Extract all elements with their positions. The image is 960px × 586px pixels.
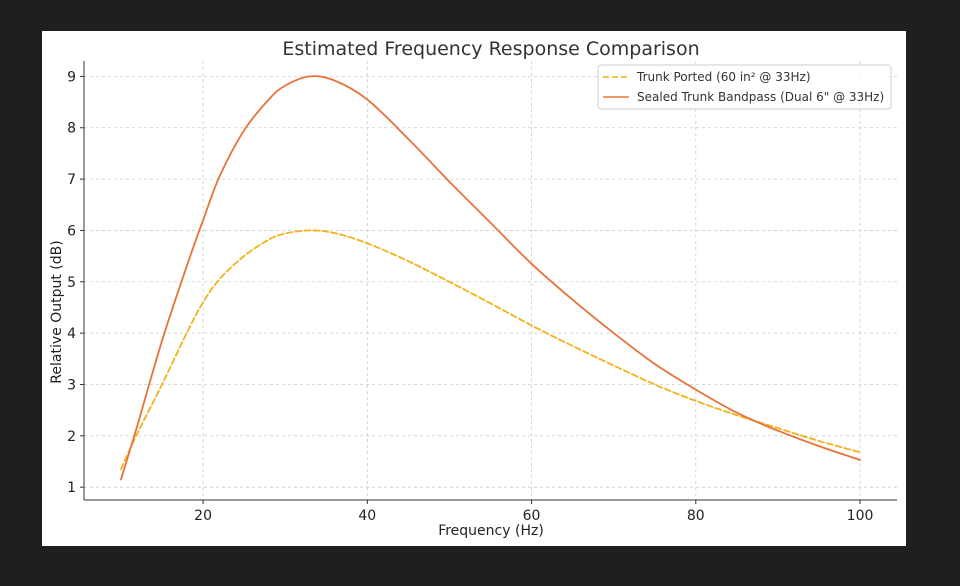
y-tick-label: 6: [67, 223, 76, 239]
y-tick-label: 3: [67, 377, 76, 393]
x-tick-label: 40: [358, 508, 376, 524]
y-tick-label: 5: [67, 275, 76, 291]
y-tick-label: 4: [67, 326, 76, 342]
y-tick-label: 2: [67, 429, 76, 445]
chart-title: Estimated Frequency Response Comparison: [282, 38, 699, 60]
y-tick-label: 7: [67, 172, 76, 188]
x-tick-label: 60: [523, 508, 541, 524]
chart-figure: 20 40 60 80 100 1 2 3 4 5 6 7 8 9 Estimated Frequenc…: [42, 31, 906, 546]
y-ticks: 1 2 3 4 5 6 7 8 9: [67, 69, 84, 496]
y-axis-title: Relative Output (dB): [49, 240, 65, 383]
legend-box: [597, 64, 892, 110]
y-tick-label: 1: [67, 480, 76, 496]
x-tick-label: 100: [847, 508, 874, 524]
legend: Trunk Ported (60 in² @ 33Hz) Sealed Trun…: [597, 64, 892, 110]
series-lines: [120, 75, 861, 481]
series-line-sealed-bandpass: [120, 75, 861, 481]
x-ticks: 20 40 60 80 100: [194, 500, 873, 524]
x-tick-label: 20: [194, 508, 212, 524]
x-tick-label: 80: [687, 508, 705, 524]
frequency-response-chart: 20 40 60 80 100 1 2 3 4 5 6 7 8 9 Estimated Frequenc…: [49, 38, 897, 539]
series-line-trunk-ported: [120, 229, 861, 471]
legend-label-trunk-ported: Trunk Ported (60 in² @ 33Hz): [636, 70, 811, 84]
legend-label-sealed-bandpass: Sealed Trunk Bandpass (Dual 6" @ 33Hz): [637, 90, 884, 104]
grid: [84, 61, 897, 500]
y-tick-label: 8: [67, 121, 76, 137]
y-tick-label: 9: [67, 69, 76, 85]
axes: [83, 61, 897, 501]
x-axis-title: Frequency (Hz): [438, 523, 544, 539]
